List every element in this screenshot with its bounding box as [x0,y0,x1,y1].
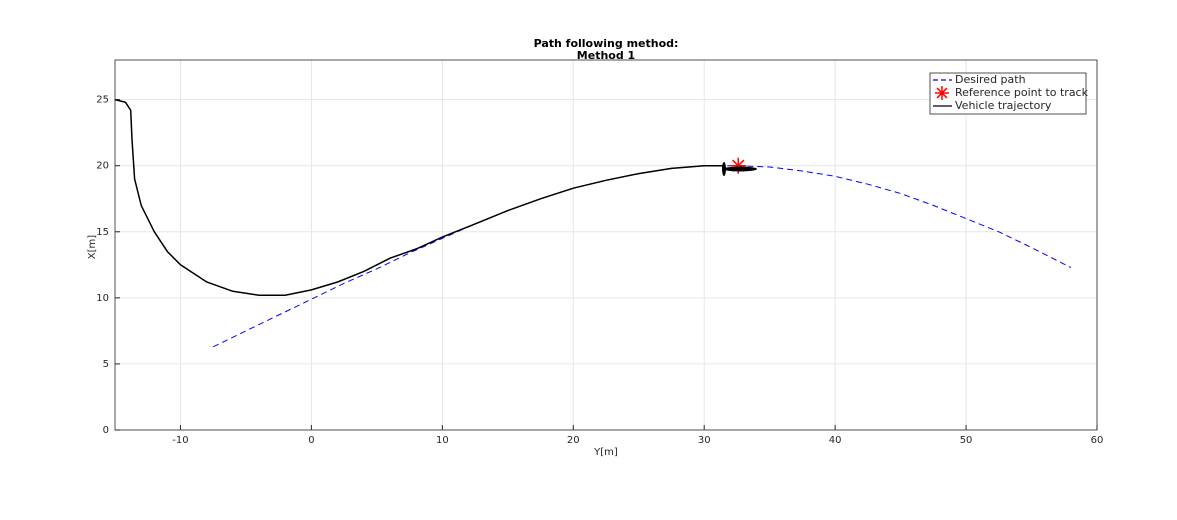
plot-area [115,60,1097,430]
x-tick-label: 30 [698,435,711,446]
x-tick-label: 10 [436,435,449,446]
vehicle-wing [722,162,726,176]
axes-box [114,59,1098,431]
legend-box [929,72,1087,115]
chart-title: Method 1 [577,49,635,62]
y-tick-label: 10 [96,293,109,304]
x-tick-label: 0 [308,435,314,446]
asterisk-marker [935,86,949,100]
chart-title: Path following method: [534,37,679,50]
x-tick-label: 60 [1091,435,1104,446]
x-tick-label: 50 [960,435,973,446]
series-line [114,98,724,296]
vehicle-icon [722,162,757,176]
y-tick-label: 20 [96,161,109,172]
legend-label: Reference point to track [955,86,1089,99]
marker-stroke [936,87,948,99]
y-tick-label: 0 [103,425,109,436]
y-axis-label: X[m] [87,235,98,259]
y-tick-label: 25 [96,95,109,106]
legend-label: Vehicle trajectory [955,99,1052,112]
x-axis-label: Y[m] [593,447,618,458]
x-tick-label: 20 [567,435,580,446]
legend-label: Desired path [955,73,1026,86]
x-tick-label: -10 [172,435,188,446]
y-tick-label: 5 [103,359,109,370]
y-tick-label: 15 [96,227,109,238]
x-tick-label: 40 [829,435,842,446]
vehicle-body [723,166,757,172]
